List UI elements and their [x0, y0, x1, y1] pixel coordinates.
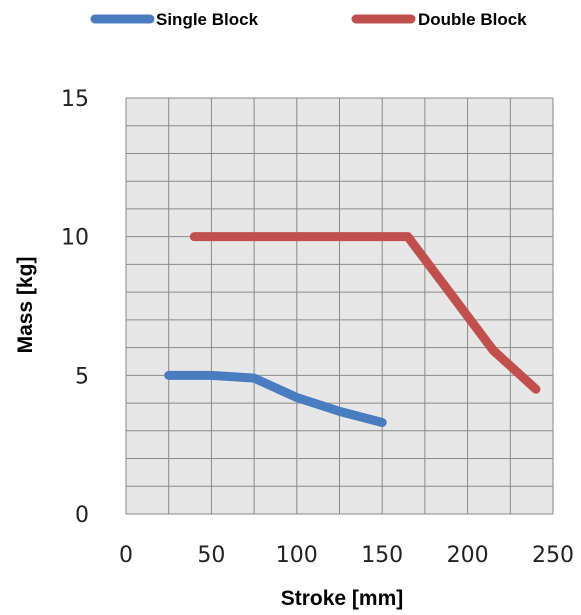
y-tick-label: 10	[61, 226, 89, 251]
x-tick-label: 50	[197, 543, 225, 568]
y-tick-label: 5	[75, 364, 89, 389]
x-tick-label: 0	[119, 543, 133, 568]
series-line-double-block	[189, 232, 541, 394]
y-tick-label: 0	[75, 503, 89, 528]
x-axis-title: Stroke [mm]	[281, 587, 404, 610]
series-line-single-block	[164, 370, 387, 427]
x-tick-label: 200	[447, 543, 489, 568]
x-tick-label: 100	[276, 543, 318, 568]
tick-labels: 0 50 100 150 200 250 0 5 10 15	[61, 87, 574, 568]
legend: Single Block Double Block	[90, 10, 527, 29]
series-layer	[164, 232, 541, 427]
x-tick-label: 150	[361, 543, 403, 568]
grid	[125, 97, 554, 515]
y-tick-label: 15	[61, 87, 89, 112]
legend-label-single-block: Single Block	[156, 10, 259, 29]
x-tick-label: 250	[532, 543, 574, 568]
y-axis-title: Mass [kg]	[14, 257, 37, 354]
legend-label-double-block: Double Block	[418, 10, 527, 29]
